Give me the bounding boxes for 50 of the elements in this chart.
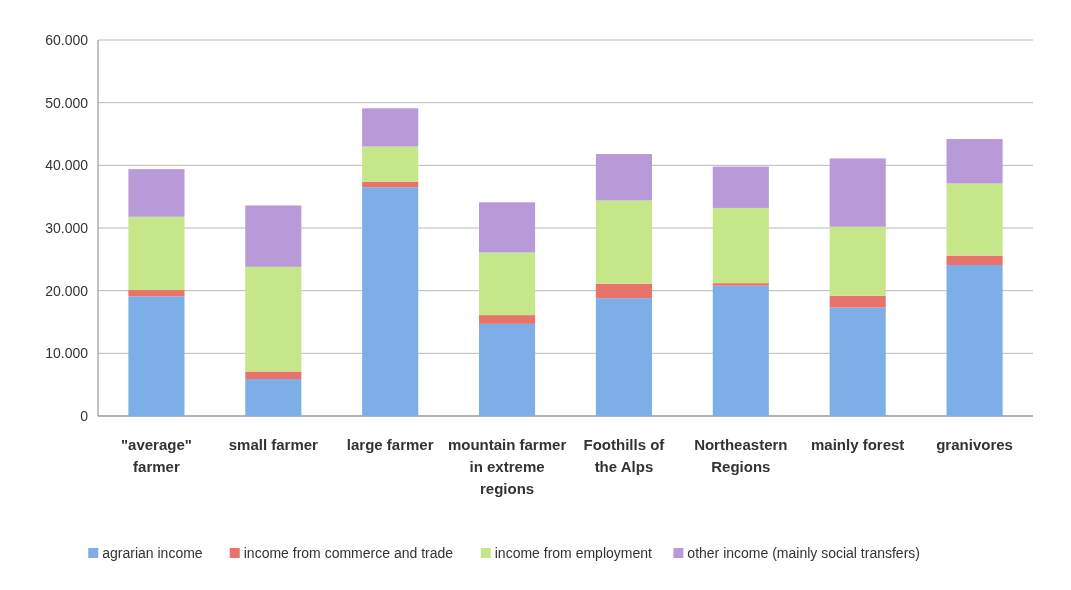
x-tick-label: Foothills of the Alps <box>583 436 666 475</box>
bar <box>479 315 536 324</box>
y-tick-label: 50.000 <box>45 94 89 111</box>
bar <box>362 187 419 416</box>
legend-label: income from commerce and trade <box>243 545 454 561</box>
x-tick-label: small farmer <box>228 436 319 453</box>
bar <box>479 252 536 316</box>
bar <box>829 295 886 308</box>
bar <box>829 226 886 296</box>
bar <box>245 371 302 380</box>
legend-label: other income (mainly social transfers) <box>687 545 920 561</box>
bar <box>595 200 652 284</box>
bar <box>245 379 302 416</box>
y-tick-label: 60.000 <box>45 31 89 48</box>
bar <box>946 139 1003 184</box>
bar <box>712 283 769 286</box>
x-tick-label: Northeastern Regions <box>694 436 788 475</box>
bar <box>595 283 652 299</box>
legend-label: agrarian income <box>102 545 203 561</box>
legend-label: income from employment <box>494 545 653 561</box>
bar <box>479 202 536 253</box>
y-tick-label: 10.000 <box>45 345 89 362</box>
bar <box>712 285 769 416</box>
bar <box>245 205 302 267</box>
bar <box>362 146 419 182</box>
x-tick-label: granivores <box>936 436 1013 453</box>
x-tick-label: "average" farmer <box>120 436 192 475</box>
bar <box>128 290 185 297</box>
bar <box>362 108 419 147</box>
bar <box>829 307 886 416</box>
bar <box>712 166 769 208</box>
x-tick-label: mountain farmer in extreme regions <box>447 436 567 497</box>
bar <box>946 183 1003 256</box>
bar <box>946 255 1003 265</box>
x-tick-label: large farmer <box>346 436 434 453</box>
bar <box>829 158 886 227</box>
y-tick-label: 40.000 <box>45 157 89 174</box>
bar <box>128 296 185 416</box>
bar <box>479 323 536 416</box>
bar <box>128 169 185 217</box>
y-tick-label: 0 <box>80 407 89 424</box>
bar <box>595 154 652 201</box>
bar <box>245 266 302 372</box>
bar <box>712 207 769 284</box>
bar <box>595 298 652 416</box>
bar <box>128 216 185 291</box>
y-tick-label: 20.000 <box>45 282 89 299</box>
x-tick-label: mainly forest <box>811 436 905 453</box>
y-tick-label: 30.000 <box>45 219 89 236</box>
bar <box>946 264 1003 416</box>
